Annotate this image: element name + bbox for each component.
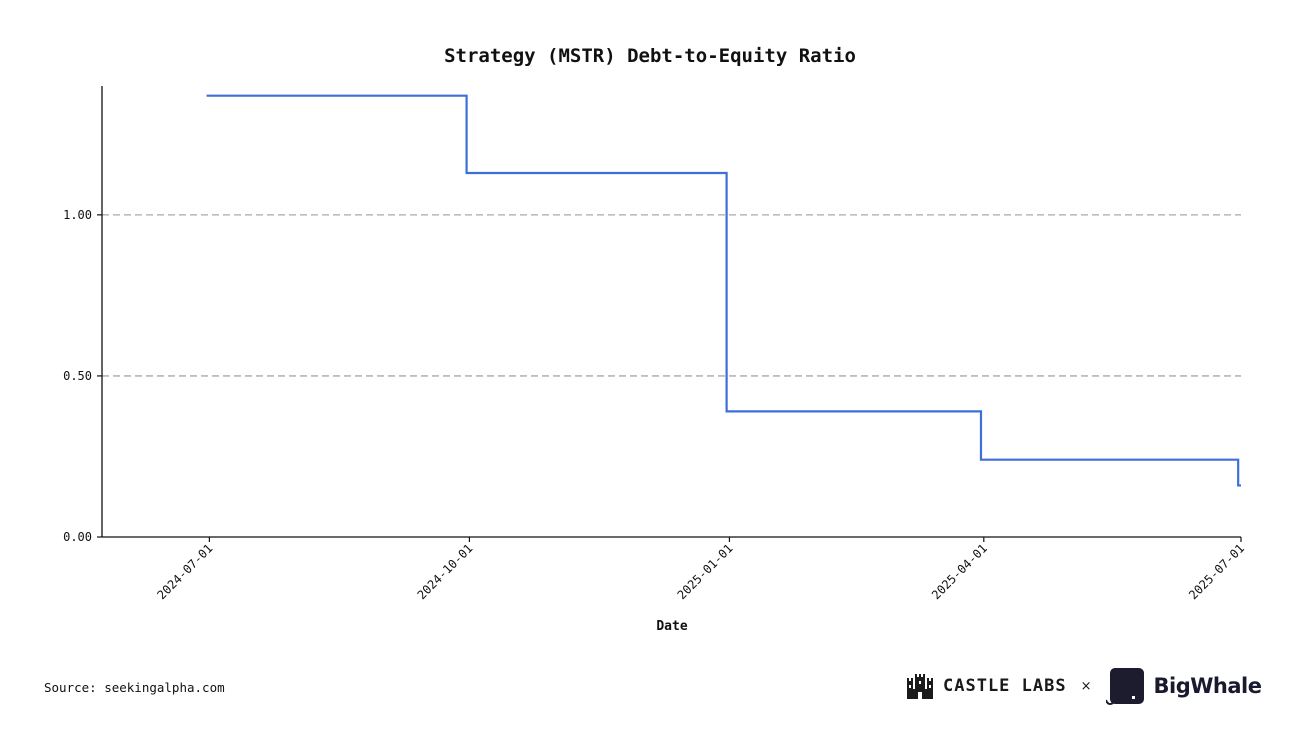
castle-labs-wordmark: CASTLE LABS	[943, 676, 1067, 696]
x-tick-label-1: 2024-10-01	[415, 541, 476, 602]
chart-title: Strategy (MSTR) Debt-to-Equity Ratio	[444, 45, 856, 67]
series-group	[206, 94, 1241, 487]
series-line-0	[206, 94, 1241, 487]
castle-icon	[907, 674, 933, 699]
y-tick-label-0: 0.00	[63, 530, 92, 544]
brand-logos: CASTLE LABS × BigWhale	[905, 664, 1262, 708]
chart: Strategy (MSTR) Debt-to-Equity Ratio 0.0…	[63, 45, 1247, 634]
big-whale-icon	[1105, 668, 1144, 705]
x-axis-label: Date	[656, 619, 687, 634]
y-axis-ticks: 0.00 0.50 1.00	[63, 208, 102, 544]
x-tick-label-0: 2024-07-01	[155, 541, 216, 602]
y-tick-label-1: 0.50	[63, 369, 92, 383]
y-tick-label-2: 1.00	[63, 208, 92, 222]
axes	[101, 86, 1241, 538]
big-whale-wordmark: BigWhale	[1153, 674, 1262, 698]
x-axis-ticks: 2024-07-01 2024-10-01 2025-01-01 2025-04-01…	[155, 537, 1247, 602]
x-tick-label-3: 2025-04-01	[929, 541, 990, 602]
gridlines	[102, 214, 1241, 377]
brand-separator: ×	[1080, 678, 1092, 694]
x-tick-label-2: 2025-01-01	[675, 541, 736, 602]
x-tick-label-4: 2025-07-01	[1186, 541, 1247, 602]
source-note: Source: seekingalpha.com	[44, 680, 225, 695]
